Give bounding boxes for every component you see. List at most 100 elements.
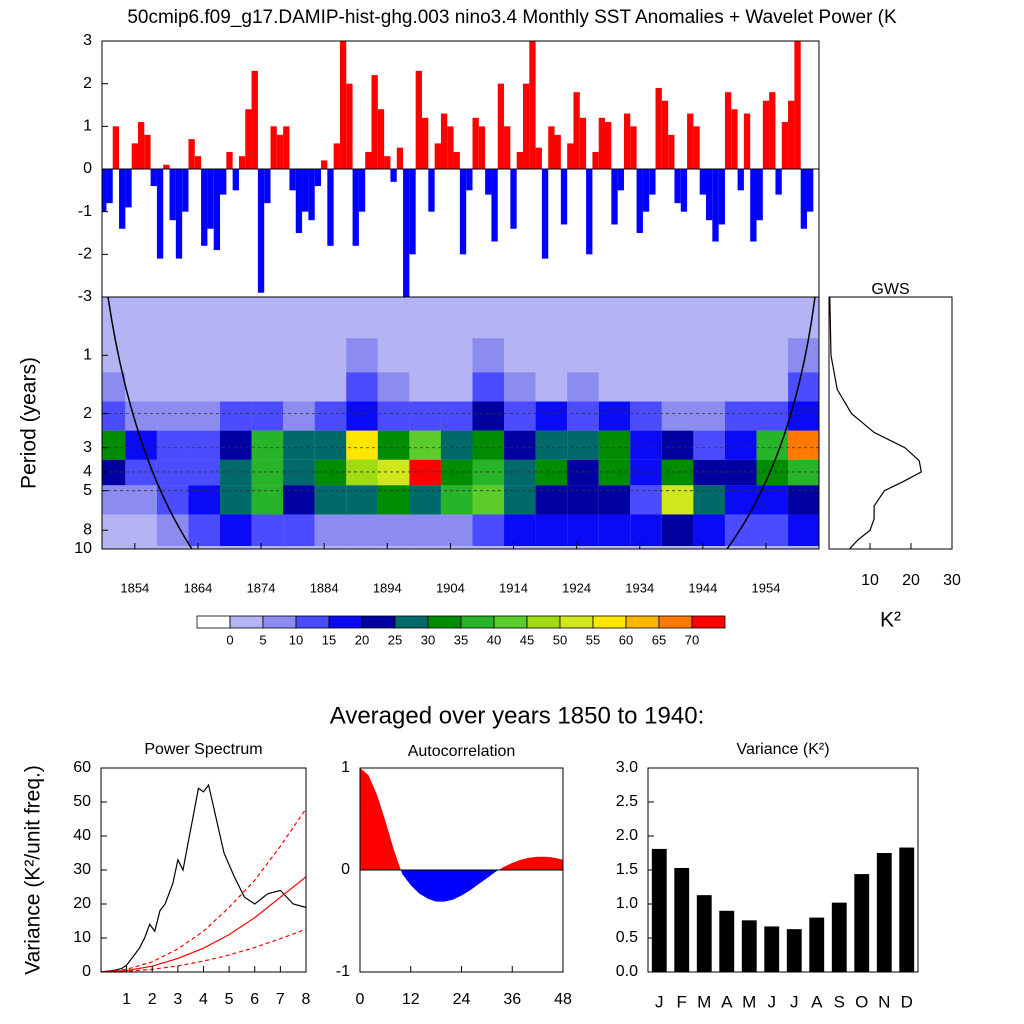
power-cell	[788, 514, 819, 546]
anomaly-bar	[459, 169, 467, 255]
anomaly-bar	[257, 169, 265, 293]
figure-title: 50cmip6.f09_g17.DAMIP-hist-ghg.003 nino3…	[127, 7, 897, 28]
y-tick-label: 2	[83, 75, 92, 92]
power-cell	[756, 430, 789, 460]
x-tick-label: D	[901, 992, 913, 1011]
power-cell	[661, 338, 694, 373]
power-cell	[314, 338, 347, 373]
anomaly-bar	[737, 169, 744, 191]
colorbar-label: 35	[454, 632, 468, 647]
colorbar-box	[559, 615, 594, 629]
anomaly-bar	[535, 147, 542, 169]
anomaly-bar	[750, 169, 757, 242]
power-cell	[598, 372, 631, 402]
anomaly-bar	[706, 169, 713, 221]
anomaly-bar	[163, 164, 170, 169]
anomaly-bar	[131, 143, 138, 169]
y-tick-label: -3	[78, 288, 92, 305]
plot-area	[360, 768, 563, 902]
y-tick-label: 50	[73, 793, 91, 810]
x-axis-label: K²	[880, 609, 901, 632]
anomaly-bar	[295, 169, 303, 233]
colorbar-box	[493, 615, 528, 629]
anomaly-bar	[554, 134, 561, 169]
colorbar-box	[592, 615, 627, 629]
power-cell	[409, 338, 441, 373]
plot-area	[102, 297, 819, 549]
anomaly-bar	[421, 117, 429, 169]
anomaly-bar	[769, 92, 776, 169]
anomaly-bar	[794, 41, 801, 169]
anomaly-bar	[541, 169, 549, 259]
colorbar-label: 45	[520, 632, 534, 647]
power-cell	[314, 485, 347, 515]
power-cell	[251, 372, 284, 402]
anomaly-bar	[327, 169, 334, 246]
x-tick-label: 24	[453, 991, 471, 1008]
y-tick-label: 1	[83, 118, 92, 135]
power-cell	[283, 401, 315, 431]
plot-area	[829, 297, 922, 549]
x-tick-label: 1934	[625, 580, 654, 595]
power-cell	[504, 401, 536, 431]
power-cell	[788, 372, 819, 402]
power-cell	[251, 430, 284, 460]
power-cell	[504, 372, 536, 402]
power-cell	[504, 485, 536, 515]
colorbar-box	[460, 615, 495, 629]
anomaly-bar	[377, 109, 385, 169]
plot-frame	[828, 296, 953, 550]
power-cell	[440, 430, 473, 460]
power-cell	[472, 430, 505, 460]
power-cell	[188, 459, 221, 486]
power-cell	[377, 485, 410, 515]
power-cell	[756, 485, 789, 515]
y-tick-label: 20	[73, 895, 91, 912]
anomaly-bar	[112, 126, 120, 169]
power-cell	[535, 430, 568, 460]
colorbar-label: 20	[355, 632, 369, 647]
anomaly-bar	[396, 147, 404, 169]
anomaly-bar	[775, 169, 782, 195]
y-tick-label: 40	[73, 827, 91, 844]
power-cell	[188, 338, 221, 373]
power-cell	[409, 372, 441, 402]
bar	[741, 920, 757, 972]
anomaly-bar	[611, 169, 618, 225]
power-cell	[504, 430, 536, 460]
anomaly-bar	[516, 151, 523, 169]
y-tick-label: 2.5	[616, 793, 638, 810]
power-cell	[283, 338, 315, 373]
x-tick-label: 1944	[688, 580, 717, 595]
power-cell	[125, 459, 157, 486]
anomaly-bar	[491, 169, 498, 242]
y-tick-label: 0.0	[616, 963, 638, 980]
anomaly-bar	[655, 87, 662, 169]
y-tick-label: 60	[73, 759, 91, 776]
anomaly-bar	[598, 117, 606, 169]
power-cell	[346, 485, 378, 515]
anomaly-bar	[504, 126, 511, 169]
anomaly-bar	[333, 143, 340, 169]
power-cell	[598, 338, 631, 373]
anomaly-bar	[144, 134, 151, 169]
colorbar-box	[394, 615, 429, 629]
power-cell	[598, 514, 631, 546]
x-tick-label: J	[790, 992, 799, 1011]
bar	[899, 847, 915, 972]
anomaly-bar	[270, 126, 277, 169]
anomaly-bar	[188, 139, 195, 169]
anomaly-bar	[661, 100, 669, 169]
y-axis-label: Variance (K²/unit freq.)	[22, 765, 45, 975]
anomaly-bar	[371, 75, 378, 169]
power-cell	[346, 401, 378, 431]
anomaly-bar	[724, 92, 732, 169]
power-cell	[220, 485, 252, 515]
y-axis-label: Period (years)	[18, 357, 41, 489]
power-cell	[440, 485, 473, 515]
colorbar-box	[658, 615, 693, 629]
y-tick-label: 0	[341, 861, 350, 878]
anomaly-bar	[712, 169, 719, 242]
power-cell	[535, 485, 568, 515]
power-cell	[756, 401, 789, 431]
